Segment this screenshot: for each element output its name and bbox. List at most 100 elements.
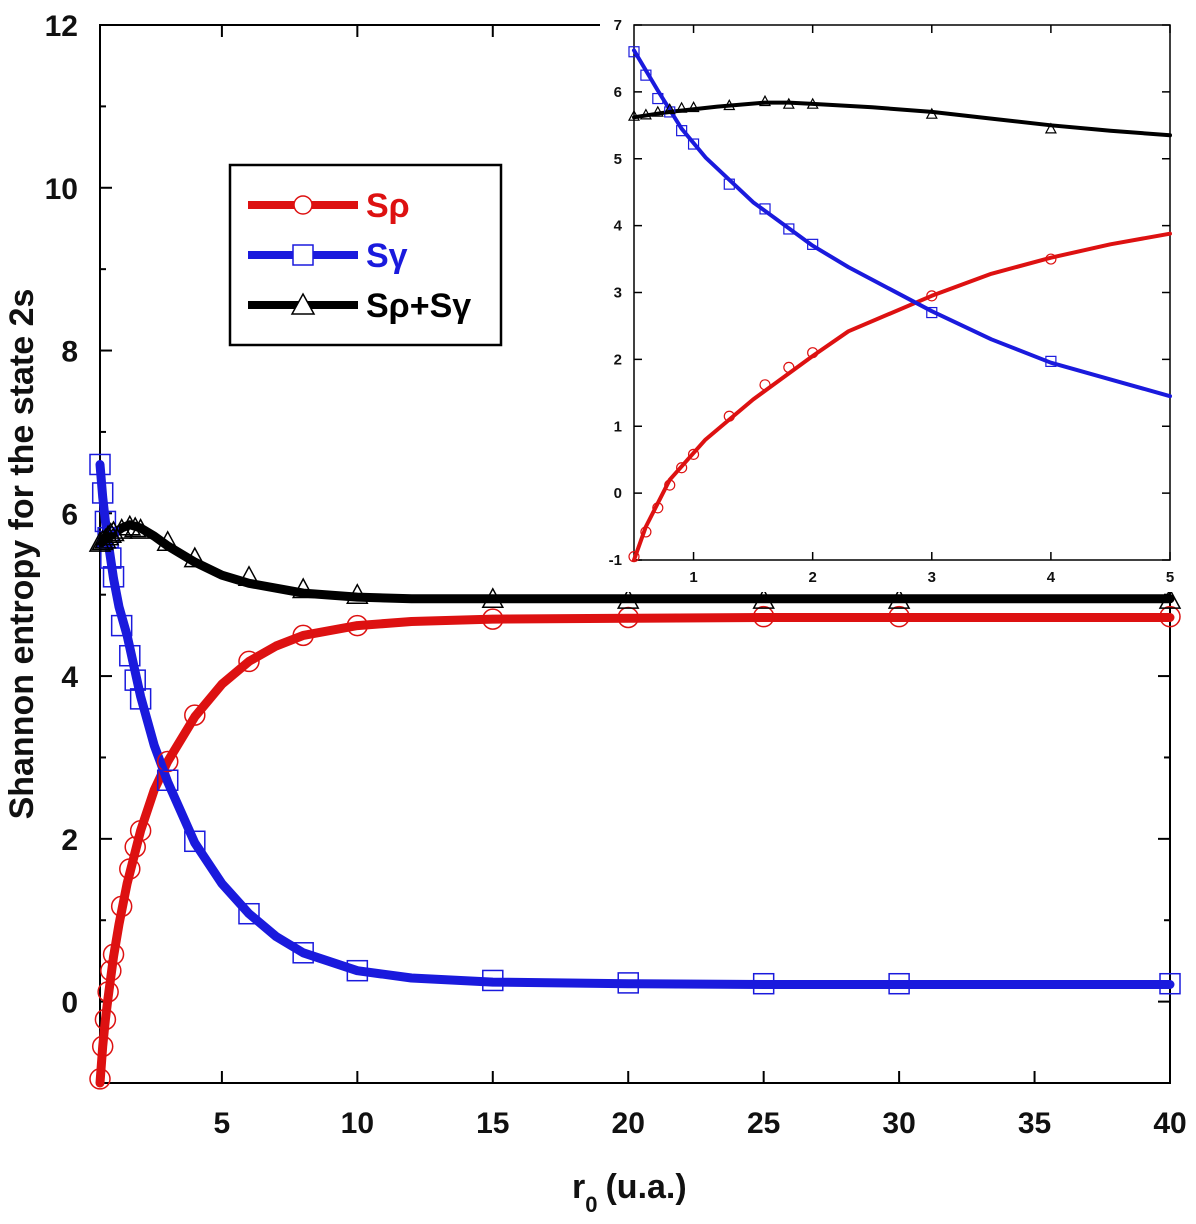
inset-point-s-sum <box>723 99 736 111</box>
main-point-s-gamma <box>91 482 114 504</box>
inset-point-s-rho <box>807 347 819 359</box>
legend: Sρ Sγ Sρ+Sγ <box>228 163 503 347</box>
inset-point-s-gamma <box>783 223 795 235</box>
main-point-s-sum <box>752 588 775 609</box>
inset-x-tick-label: 3 <box>928 569 936 586</box>
main-x-tick-label: 25 <box>747 1107 780 1140</box>
main-point-s-sum <box>129 518 152 539</box>
main-point-s-sum <box>94 527 117 549</box>
main-point-s-sum <box>118 514 142 536</box>
main-point-s-rho <box>1159 605 1181 628</box>
inset-point-s-gamma <box>723 178 735 190</box>
main-series-line-s-gamma <box>95 460 1175 989</box>
main-point-s-sum <box>481 587 505 609</box>
x-axis-title-r: r <box>572 1168 585 1206</box>
inset-y-tick-label: 4 <box>614 218 623 235</box>
inset-point-s-sum <box>639 108 652 120</box>
main-series-line-s-rho <box>95 613 1175 1088</box>
main-x-tick-label: 5 <box>214 1107 231 1140</box>
main-point-s-rho <box>184 704 206 726</box>
main-point-s-sum <box>183 546 207 568</box>
main-point-s-gamma <box>110 614 133 637</box>
inset-point-s-gamma <box>807 238 819 250</box>
inset-point-s-gamma <box>1045 355 1057 367</box>
inset-point-s-rho <box>687 448 700 460</box>
main-plot-series <box>88 453 1182 1090</box>
inset-point-s-gamma <box>652 92 664 105</box>
main-point-s-gamma <box>156 769 179 791</box>
legend-label-s-sum: Sρ+Sγ <box>366 287 471 325</box>
inset-point-s-rho <box>676 462 688 474</box>
main-y-tick-label: 6 <box>61 498 78 531</box>
main-point-s-gamma <box>119 644 141 667</box>
main-point-s-gamma <box>888 972 910 995</box>
inset-plot-series <box>627 46 1172 563</box>
inset-y-tick-label: 1 <box>614 418 622 435</box>
main-x-tick-label: 30 <box>882 1107 915 1140</box>
inset-point-s-gamma <box>640 69 652 81</box>
inset-point-s-rho <box>926 290 938 302</box>
main-point-s-sum <box>291 577 315 599</box>
main-point-s-gamma <box>292 942 314 964</box>
inset-point-s-rho <box>628 551 640 563</box>
main-point-s-rho <box>124 836 146 858</box>
inset-y-tick-label: -1 <box>609 552 622 569</box>
main-y-tick-label: 2 <box>61 824 78 857</box>
main-series-line-s-sum <box>95 520 1175 604</box>
inset-point-s-sum <box>806 97 819 109</box>
inset-point-s-rho <box>652 502 664 514</box>
main-point-s-rho <box>94 1008 117 1031</box>
legend-marker-s-rho <box>293 195 313 215</box>
inset-point-s-rho <box>723 410 735 422</box>
main-y-tick-label: 10 <box>45 173 78 206</box>
main-point-s-rho <box>129 819 152 842</box>
main-point-s-rho <box>102 943 125 966</box>
inset-point-s-sum <box>782 97 795 109</box>
main-x-tick-label: 35 <box>1018 1107 1051 1140</box>
x-axis-title-subscript: 0 <box>585 1192 597 1217</box>
inset-point-s-rho <box>783 361 795 373</box>
inset-point-s-gamma <box>926 306 938 319</box>
legend-marker-s-gamma <box>292 244 314 266</box>
main-point-s-sum <box>123 516 147 538</box>
inset-series-line-s-gamma <box>632 48 1172 399</box>
main-point-s-gamma <box>617 972 639 994</box>
inset-point-s-gamma <box>759 203 771 215</box>
inset-point-s-sum <box>663 103 676 115</box>
inset-point-s-sum <box>1044 122 1057 134</box>
main-point-s-rho <box>238 650 260 673</box>
inset-point-s-rho <box>759 379 771 391</box>
inset-point-s-rho <box>640 526 652 538</box>
main-x-tick-label: 10 <box>341 1107 374 1140</box>
main-point-s-rho <box>482 608 504 630</box>
main-point-s-rho <box>89 1068 111 1090</box>
inset-y-tick-label: 5 <box>614 151 622 168</box>
main-point-s-gamma <box>238 902 260 925</box>
main-point-s-gamma <box>184 830 206 853</box>
inset-point-s-sum <box>925 107 938 119</box>
legend-label-s-rho: Sρ <box>366 187 410 225</box>
inset-x-tick-label: 1 <box>689 569 697 586</box>
main-y-tick-label: 4 <box>61 661 78 694</box>
main-point-s-gamma <box>1159 972 1181 995</box>
x-axis-title: r0 (u.a.) <box>572 1168 687 1217</box>
main-point-s-sum <box>156 530 179 552</box>
inset-point-s-sum <box>627 109 641 121</box>
y-axis-title: Shannon entropy for the state 2s <box>3 289 41 820</box>
main-y-tick-label: 8 <box>61 336 78 369</box>
inset-point-s-sum <box>687 101 700 113</box>
main-y-tick-label: 12 <box>45 10 78 43</box>
main-point-s-rho <box>91 1035 114 1058</box>
main-point-s-rho <box>752 605 775 628</box>
main-point-s-rho <box>346 614 369 637</box>
inset-axis-ticks: 1 2 3 4 5 -1 0 1 2 3 4 5 6 7 <box>609 17 1175 586</box>
main-point-s-rho <box>97 981 119 1003</box>
inset-x-tick-label: 4 <box>1047 569 1056 586</box>
inset-x-tick-label: 2 <box>808 569 816 586</box>
inset-plot-background <box>600 22 1180 592</box>
main-point-s-sum <box>346 583 369 604</box>
main-x-tick-label: 15 <box>476 1107 509 1140</box>
main-point-s-rho <box>119 858 141 880</box>
inset-point-s-gamma <box>628 46 640 58</box>
